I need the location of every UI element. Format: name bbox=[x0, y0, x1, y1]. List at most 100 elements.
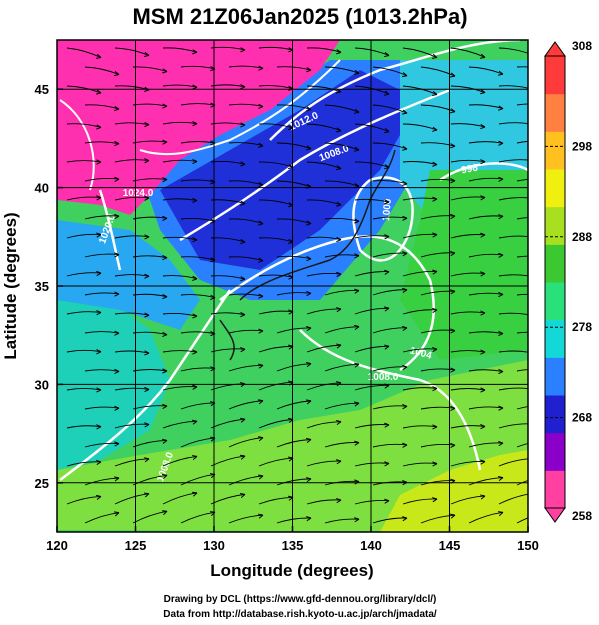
streamline bbox=[354, 235, 390, 239]
streamline bbox=[420, 329, 456, 334]
streamline-arrowhead bbox=[336, 271, 342, 277]
streamline-arrowhead bbox=[498, 368, 504, 375]
colorbar-label: 308 bbox=[572, 39, 592, 53]
streamline bbox=[162, 198, 198, 201]
streamline-arrowhead bbox=[144, 312, 150, 318]
streamline-arrowhead bbox=[354, 401, 360, 407]
streamline bbox=[180, 437, 216, 448]
streamline-arrowhead bbox=[480, 232, 486, 238]
colorbar-segment bbox=[545, 432, 565, 471]
streamline bbox=[450, 47, 486, 58]
streamline-arrowhead bbox=[114, 213, 120, 220]
streamline-arrowhead bbox=[384, 90, 390, 96]
streamline bbox=[66, 495, 102, 505]
streamline bbox=[306, 85, 342, 93]
streamline-arrowhead bbox=[96, 310, 102, 316]
x-tick-label: 135 bbox=[282, 538, 304, 553]
streamline-arrowhead bbox=[192, 158, 198, 165]
streamline bbox=[306, 460, 342, 467]
streamline bbox=[324, 142, 360, 151]
streamline-arrowhead bbox=[402, 442, 408, 448]
streamline-arrowhead bbox=[162, 177, 168, 183]
streamline-arrowhead bbox=[96, 494, 102, 500]
streamline bbox=[324, 66, 360, 74]
streamline bbox=[468, 253, 504, 258]
contour-label: 1008.0 bbox=[368, 372, 399, 383]
streamline bbox=[372, 142, 408, 150]
streamline-arrowhead bbox=[258, 399, 264, 405]
x-tick-label: 150 bbox=[517, 538, 539, 553]
colorbar-segment bbox=[545, 395, 565, 434]
streamline-arrowhead bbox=[402, 109, 408, 115]
streamline-arrowhead bbox=[336, 419, 342, 426]
streamline bbox=[420, 480, 456, 486]
streamline bbox=[372, 252, 408, 258]
streamline bbox=[354, 307, 390, 315]
streamline bbox=[516, 369, 528, 372]
streamline bbox=[354, 424, 390, 429]
streamline bbox=[468, 442, 504, 448]
streamline-arrowhead bbox=[336, 127, 342, 133]
streamline-arrowhead bbox=[96, 424, 102, 430]
streamline-arrowhead bbox=[257, 474, 264, 480]
streamline-arrowhead bbox=[162, 368, 168, 374]
streamline-arrowhead bbox=[336, 459, 342, 465]
isobar-1012 bbox=[269, 40, 521, 141]
streamline-arrowhead bbox=[306, 362, 312, 368]
streamline bbox=[402, 425, 438, 429]
streamline-arrowhead bbox=[96, 459, 102, 466]
streamline bbox=[228, 475, 264, 486]
streamline bbox=[468, 141, 504, 144]
streamline-arrowhead bbox=[114, 71, 120, 77]
streamline bbox=[114, 47, 150, 56]
streamline bbox=[468, 292, 504, 296]
streamline-arrowhead bbox=[480, 387, 486, 393]
streamline-arrowhead bbox=[450, 328, 456, 334]
streamline bbox=[306, 272, 342, 277]
y-tick-label: 30 bbox=[35, 377, 49, 392]
streamline bbox=[162, 159, 198, 163]
colorbar-label: 268 bbox=[572, 411, 592, 425]
streamline-arrowhead bbox=[450, 289, 456, 295]
streamline-arrowhead bbox=[114, 405, 120, 411]
streamline-arrowhead bbox=[306, 399, 312, 405]
streamline-arrowhead bbox=[432, 461, 438, 467]
streamline bbox=[162, 47, 198, 53]
streamline bbox=[354, 384, 390, 391]
streamline bbox=[84, 66, 120, 75]
streamline-arrowhead bbox=[161, 510, 168, 516]
streamline-arrowhead bbox=[96, 349, 102, 355]
streamline bbox=[450, 272, 486, 277]
streamline-arrowhead bbox=[402, 180, 408, 186]
streamline bbox=[450, 388, 486, 391]
streamline bbox=[306, 161, 342, 169]
streamline bbox=[84, 215, 120, 220]
streamline-arrowhead bbox=[498, 70, 504, 76]
streamline bbox=[228, 103, 264, 107]
streamline-arrowhead bbox=[144, 121, 150, 128]
streamline-arrowhead bbox=[498, 441, 504, 447]
colorbar-segment bbox=[545, 131, 565, 170]
x-axis-label: Longitude (degrees) bbox=[210, 561, 373, 580]
streamline bbox=[84, 331, 120, 334]
streamline bbox=[324, 518, 360, 524]
streamline-arrowhead bbox=[527, 493, 528, 494]
streamline bbox=[324, 442, 360, 448]
y-tick-label: 40 bbox=[35, 181, 49, 196]
streamline-arrowhead bbox=[498, 105, 504, 111]
streamline-arrowhead bbox=[239, 454, 246, 460]
colorbar: 308 298 288 278 268 258 bbox=[544, 39, 592, 523]
streamline bbox=[66, 388, 102, 391]
streamline-arrowhead bbox=[384, 128, 390, 134]
streamline bbox=[516, 331, 528, 334]
streamline bbox=[324, 254, 360, 258]
streamline bbox=[498, 312, 528, 316]
streamline-arrowhead bbox=[354, 218, 360, 224]
streamline bbox=[162, 386, 198, 391]
streamline bbox=[276, 400, 312, 410]
streamline-arrowhead bbox=[528, 274, 533, 278]
streamline-arrowhead bbox=[450, 143, 456, 149]
streamline bbox=[228, 256, 264, 262]
streamline bbox=[420, 66, 456, 77]
streamline bbox=[66, 123, 102, 128]
